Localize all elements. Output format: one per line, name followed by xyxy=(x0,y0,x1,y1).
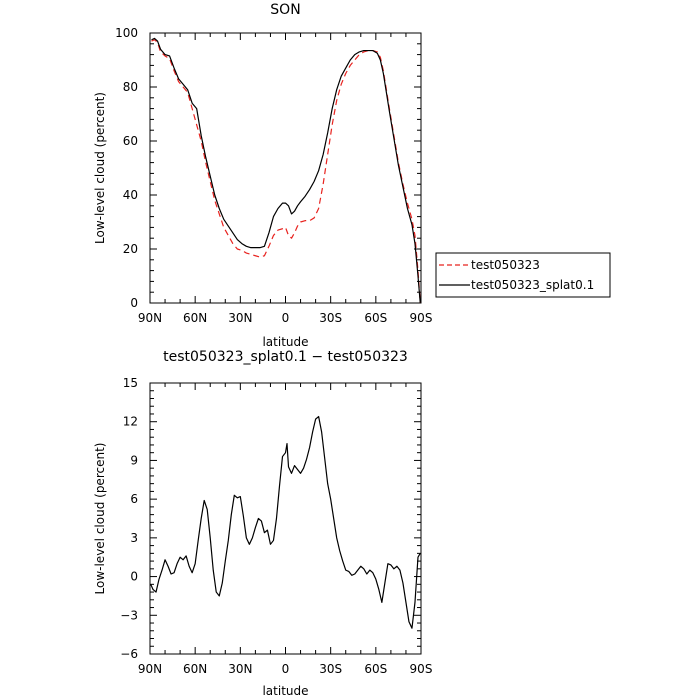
bottom-x-tick-label: 90S xyxy=(410,662,433,676)
legend-label-test050323: test050323 xyxy=(471,258,540,272)
bottom-x-tick-label: 60N xyxy=(183,662,207,676)
legend-box xyxy=(435,252,611,298)
top-x-tick-label: 90N xyxy=(138,311,162,325)
bottom-y-tick-label: −6 xyxy=(120,647,138,661)
top-x-axis-label: latitude xyxy=(262,335,308,349)
bottom-x-axis-label: latitude xyxy=(262,684,308,698)
top-y-tick-label: 60 xyxy=(123,134,138,148)
bottom-y-tick-label: 12 xyxy=(123,415,138,429)
bottom-y-tick-label: 0 xyxy=(130,570,138,584)
bottom-series-line-difference xyxy=(150,415,421,629)
top-y-tick-label: 40 xyxy=(123,188,138,202)
top-chart-title: SON xyxy=(270,2,300,18)
bottom-y-tick-label: 6 xyxy=(130,492,138,506)
legend: test050323 test050323_splat0.1 xyxy=(435,252,611,298)
top-panel: SON Low-level cloud (percent) latitude 9… xyxy=(93,2,432,349)
top-y-tick-label: 100 xyxy=(115,26,138,40)
legend-label-test050323-splat0.1: test050323_splat0.1 xyxy=(471,278,594,292)
bottom-y-tick-label: 9 xyxy=(130,453,138,467)
top-x-tick-label: 90S xyxy=(410,311,433,325)
top-y-tick-label: 80 xyxy=(123,80,138,94)
bottom-chart-title: test050323_splat0.1 − test050323 xyxy=(163,349,408,365)
top-x-tick-label: 60N xyxy=(183,311,207,325)
bottom-x-tick-label: 90N xyxy=(138,662,162,676)
top-y-tick-label: 20 xyxy=(123,242,138,256)
bottom-y-tick-label: 15 xyxy=(123,376,138,390)
top-x-tick-label: 0 xyxy=(282,311,290,325)
top-x-tick-label: 30S xyxy=(319,311,342,325)
top-plot-frame xyxy=(149,32,422,304)
top-y-axis-label: Low-level cloud (percent) xyxy=(93,92,107,244)
bottom-x-tick-label: 30N xyxy=(228,662,252,676)
bottom-x-tick-label: 30S xyxy=(319,662,342,676)
top-x-tick-label: 30N xyxy=(228,311,252,325)
bottom-x-tick-label: 0 xyxy=(282,662,290,676)
top-series-line-test050323 xyxy=(151,39,421,304)
bottom-panel: test050323_splat0.1 − test050323 Low-lev… xyxy=(93,349,432,698)
top-x-tick-label: 60S xyxy=(364,311,387,325)
bottom-y-tick-label: 3 xyxy=(130,531,138,545)
bottom-plot-frame xyxy=(149,382,422,655)
bottom-y-tick-label: −3 xyxy=(120,608,138,622)
bottom-x-tick-label: 60S xyxy=(364,662,387,676)
top-series-line-test050323-splat0-1 xyxy=(151,37,421,304)
bottom-y-axis-label: Low-level cloud (percent) xyxy=(93,443,107,595)
top-y-tick-label: 0 xyxy=(130,296,138,310)
